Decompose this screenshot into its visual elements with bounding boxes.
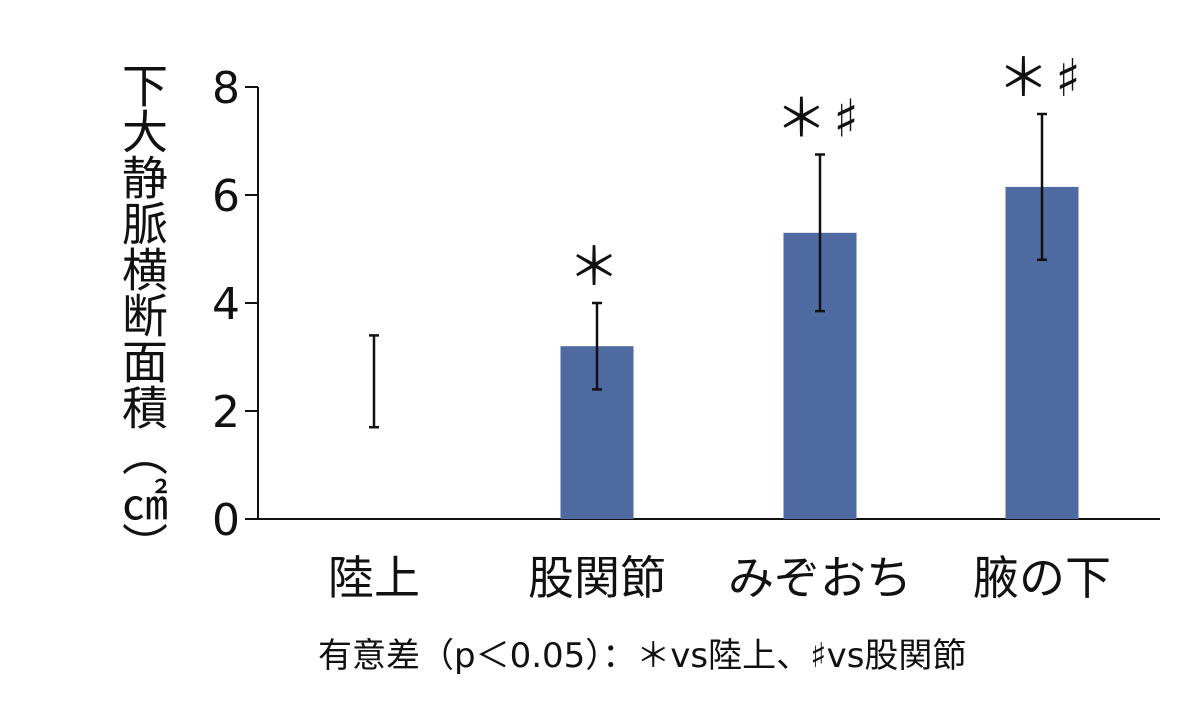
significance-footnote: 有意差（p＜0.05）：＊vs陸上、♯vs股関節: [318, 636, 967, 676]
significance-mark: ＊♯: [775, 90, 864, 150]
significance-marks: ＊ ＊♯ ＊♯: [568, 49, 1086, 298]
y-tick-label: 6: [212, 171, 240, 222]
y-tick-label: 8: [212, 63, 240, 114]
y-tick-label: 0: [212, 495, 240, 546]
category-label: 陸上: [328, 551, 420, 605]
y-tick-label: 4: [212, 279, 240, 330]
significance-mark: ＊♯: [997, 49, 1086, 109]
category-label: 股関節: [528, 551, 666, 605]
category-label: みぞおち: [728, 551, 912, 605]
error-bars: [369, 112, 1047, 429]
y-axis-label: 下大静脈横断面積（㎠）: [115, 62, 169, 568]
y-ticks: 0 2 4 6 8: [212, 63, 258, 546]
significance-mark: ＊: [568, 238, 626, 298]
y-tick-label: 2: [212, 387, 240, 438]
category-label: 腋の下: [973, 551, 1111, 605]
category-labels: 陸上 股関節 みぞおち 腋の下: [328, 551, 1111, 605]
